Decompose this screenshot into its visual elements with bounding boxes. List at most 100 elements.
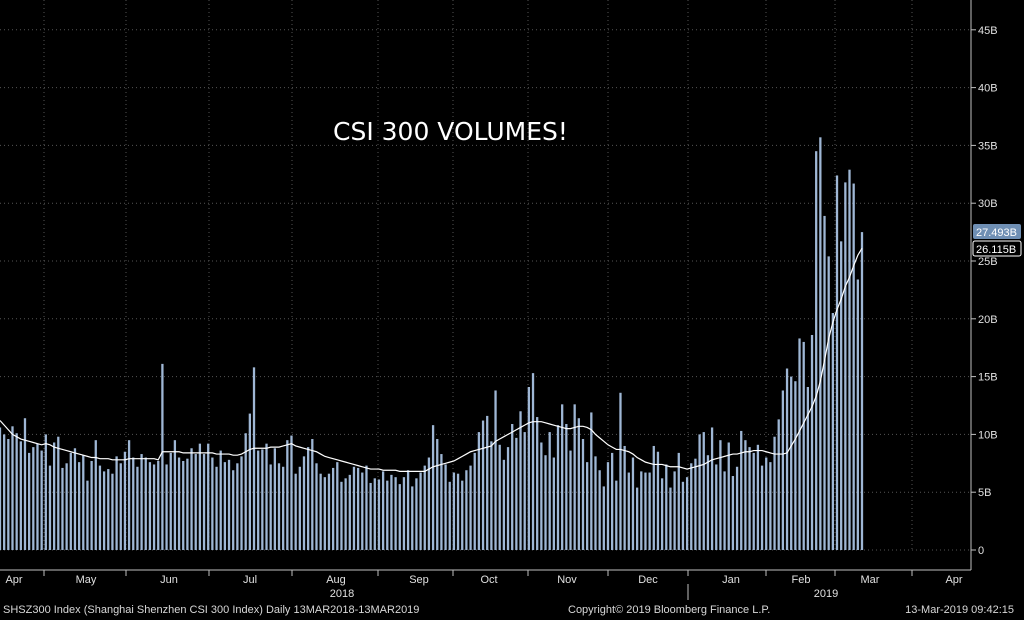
volume-bar: [173, 440, 177, 550]
volume-bar: [119, 463, 122, 550]
volume-bar: [286, 440, 289, 550]
volume-chart: 0 5B 10B 15B 20B 25B 30B 35B 40B 45B Apr May Jun Jul…: [0, 0, 1022, 600]
volume-bar: [61, 467, 64, 550]
volume-bar: [452, 472, 456, 550]
volume-bar: [152, 464, 156, 550]
volume-bar: [277, 463, 281, 550]
volume-bar: [752, 452, 755, 550]
volume-bar: [590, 412, 593, 550]
volume-bars: [0, 137, 864, 551]
volume-bar: [377, 479, 381, 550]
y-tick-label: 20B: [978, 314, 998, 326]
volume-bar: [282, 466, 285, 550]
volume-bar: [831, 313, 834, 550]
volume-bar: [127, 440, 131, 550]
volume-bar: [198, 443, 202, 550]
volume-bar: [23, 418, 27, 550]
volume-bar: [311, 439, 314, 550]
volume-bar: [723, 471, 726, 550]
chart-footer: SHSZ300 Index (Shanghai Shenzhen CSI 300…: [0, 601, 1024, 620]
last-volume-label: 27.493B: [976, 227, 1017, 239]
x-tick-label: Feb: [792, 574, 811, 586]
y-tick-label: 30B: [978, 198, 998, 210]
volume-bar: [365, 465, 368, 550]
volume-bar: [619, 392, 622, 550]
volume-bar: [44, 434, 47, 550]
volume-bar: [373, 478, 376, 550]
volume-bar: [681, 481, 685, 550]
volume-bar: [82, 455, 85, 550]
volume-bar: [136, 466, 139, 550]
moving-average-path: [0, 247, 863, 472]
volume-bar: [215, 466, 218, 550]
volume-bar: [157, 460, 160, 550]
volume-bar: [223, 462, 227, 550]
volume-bar: [790, 376, 793, 550]
volume-bar: [544, 455, 547, 550]
volume-bar: [690, 463, 693, 550]
volume-bar: [336, 462, 339, 550]
volume-bar: [494, 390, 497, 550]
volume-bar: [252, 367, 256, 550]
volume-bar: [11, 426, 14, 550]
volume-bar: [257, 450, 260, 550]
volume-bar: [302, 456, 306, 550]
volume-bar: [573, 404, 576, 550]
volume-bar: [802, 341, 805, 550]
volume-bar: [473, 452, 476, 550]
y-tick-label: 25B: [978, 256, 998, 268]
y-tick-label: 5B: [978, 487, 991, 499]
volume-bar: [740, 430, 743, 550]
volume-bar: [456, 473, 460, 550]
y-axis-ticks: 0 5B 10B 15B 20B 25B 30B 35B 40B 45B: [971, 25, 998, 557]
volume-bar: [694, 458, 697, 550]
volume-bar: [211, 457, 214, 550]
y-tick-label: 45B: [978, 25, 998, 37]
x-axis-ticks: Apr May Jun Jul Aug Sep Oct Nov Dec Jan Feb Mar Apr 2…: [5, 570, 963, 600]
footer-timestamp: 13-Mar-2019 09:42:15: [905, 604, 1014, 616]
volume-bar: [748, 447, 751, 550]
y-tick-label: 15B: [978, 372, 998, 384]
volume-bar: [660, 478, 664, 550]
volume-bar: [602, 486, 605, 550]
volume-bar: [73, 448, 77, 550]
volume-bar: [394, 477, 397, 550]
volume-bar: [461, 480, 464, 550]
volume-bar: [436, 439, 439, 550]
volume-bar: [827, 256, 830, 550]
volume-bar: [0, 427, 2, 550]
volume-bar: [794, 381, 797, 550]
volume-bar: [236, 463, 239, 550]
x-tick-label: May: [76, 574, 97, 586]
volume-bar: [390, 474, 393, 550]
volume-bar: [631, 457, 635, 550]
volume-bar: [669, 487, 672, 550]
volume-bar: [3, 434, 6, 550]
footer-security-description: SHSZ300 Index (Shanghai Shenzhen CSI 300…: [3, 604, 420, 616]
volume-bar: [344, 478, 347, 550]
x-tick-label: Oct: [480, 574, 497, 586]
volume-bar: [123, 451, 127, 550]
volume-bar: [361, 472, 364, 550]
volume-bar: [565, 424, 568, 550]
volume-bar: [15, 433, 18, 550]
volume-bar: [806, 387, 810, 550]
volume-bar: [244, 433, 247, 550]
volume-bar: [444, 464, 447, 550]
volume-bar: [65, 463, 68, 550]
volume-bar: [536, 417, 539, 550]
volume-bar: [677, 452, 680, 550]
volume-bar: [519, 411, 522, 550]
volume-bar: [623, 445, 626, 550]
volume-bar: [552, 457, 555, 550]
volume-bar: [148, 462, 152, 550]
y-tick-label: 35B: [978, 140, 998, 152]
volume-bar: [352, 466, 356, 550]
volume-bar: [132, 457, 135, 550]
volume-bar: [706, 455, 710, 550]
volume-bar: [569, 450, 572, 550]
volume-bar: [835, 175, 839, 550]
volume-bar: [860, 232, 864, 550]
volume-bar: [94, 440, 97, 550]
volume-bar: [527, 387, 530, 550]
